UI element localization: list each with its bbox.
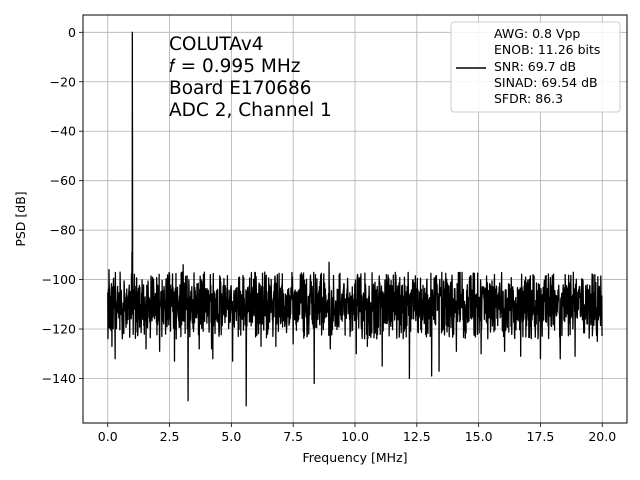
annotation-text: COLUTAv4 𝑓 = 0.995 MHz Board E170686 ADC… [169, 34, 332, 121]
x-tick-label: 17.5 [527, 429, 555, 444]
psd-trace [107, 31, 603, 407]
y-axis-label: PSD [dB] [13, 191, 28, 246]
legend-line-1: AWG: 0.8 Vpp [494, 26, 580, 41]
legend-line-5: SFDR: 86.3 [494, 91, 563, 106]
legend-line-3: SNR: 69.7 dB [494, 59, 576, 74]
legend-box [450, 21, 621, 113]
legend: AWG: 0.8 Vpp ENOB: 11.26 bits SNR: 69.7 … [450, 21, 621, 113]
x-tick-label: 2.5 [160, 429, 180, 444]
y-tick-label: 0 [68, 25, 76, 40]
x-tick-label: 7.5 [283, 429, 303, 444]
y-tick-label: −100 [42, 272, 76, 287]
annotation-line-4: ADC 2, Channel 1 [169, 100, 332, 121]
annotation-line-3: Board E170686 [169, 78, 312, 99]
y-tick-label: −140 [42, 371, 76, 386]
y-tick-label: −120 [42, 322, 76, 337]
annotation-line-1: COLUTAv4 [169, 34, 264, 55]
x-axis-label: Frequency [MHz] [302, 450, 407, 465]
legend-line-2: ENOB: 11.26 bits [494, 42, 600, 57]
y-axis-ticks: 0 −20 −40 −60 −80 −100 −120 −140 [42, 25, 83, 386]
x-tick-label: 20.0 [588, 429, 616, 444]
y-tick-label: −20 [50, 74, 76, 89]
x-tick-label: 12.5 [403, 429, 431, 444]
psd-series [107, 31, 603, 407]
x-tick-label: 0.0 [98, 429, 118, 444]
x-axis-ticks: 0.0 2.5 5.0 7.5 10.0 12.5 15.0 17.5 20.0 [98, 423, 616, 444]
x-tick-label: 10.0 [341, 429, 369, 444]
y-tick-label: −80 [50, 223, 76, 238]
legend-line-4: SINAD: 69.54 dB [494, 75, 598, 90]
x-tick-label: 5.0 [221, 429, 241, 444]
annotation-line-2: 𝑓 = 0.995 MHz [169, 56, 300, 77]
y-tick-label: −40 [50, 124, 76, 139]
y-tick-label: −60 [50, 173, 76, 188]
x-tick-label: 15.0 [465, 429, 493, 444]
